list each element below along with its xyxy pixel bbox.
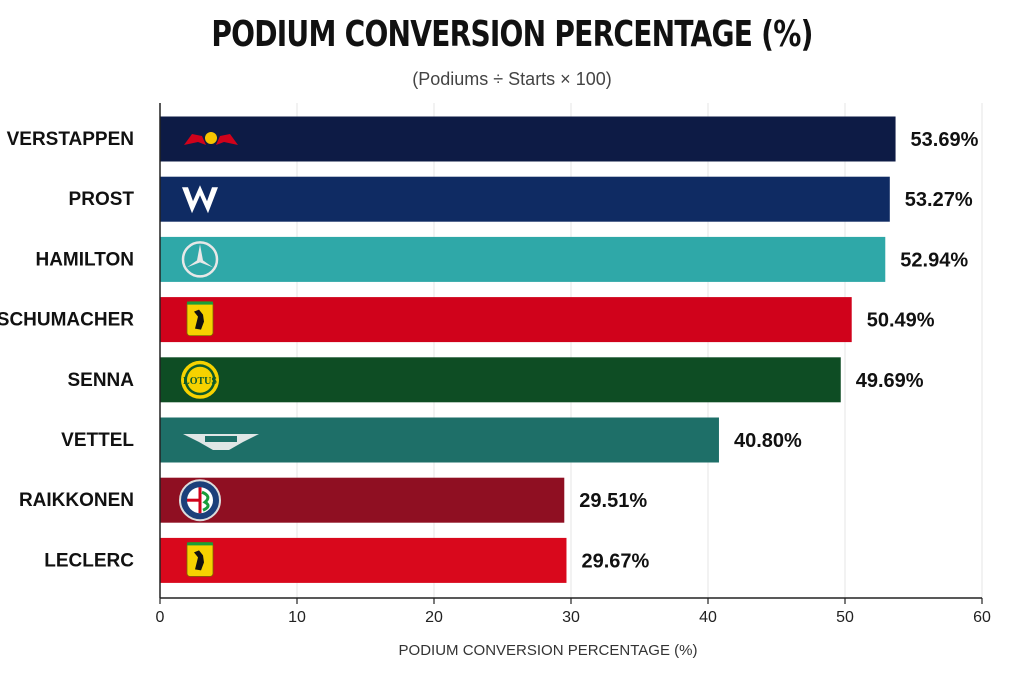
- bars: VERSTAPPEN 53.69% PROST 53.27% HAMILTON 52.94…: [0, 116, 979, 583]
- bar-senna: [160, 357, 841, 403]
- alfa-romeo-logo-icon: [179, 479, 221, 522]
- category-label: VETTEL: [61, 430, 134, 451]
- lotus-logo-icon: LOTUS: [181, 360, 219, 399]
- value-label: 50.49%: [867, 310, 935, 332]
- category-label: LECLERC: [44, 550, 134, 571]
- chart-subtitle: (Podiums ÷ Starts × 100): [412, 69, 612, 89]
- value-label: 40.80%: [734, 430, 802, 452]
- x-tick-label: 40: [699, 609, 717, 626]
- category-label: SCHUMACHER: [0, 310, 134, 331]
- ferrari-logo-icon: [186, 542, 214, 577]
- category-label: HAMILTON: [35, 249, 134, 270]
- value-label: 29.67%: [581, 550, 649, 572]
- x-tick-label: 50: [836, 609, 854, 626]
- value-label: 29.51%: [579, 490, 647, 512]
- x-axis: 0 10 20 30 40 50 60: [156, 103, 991, 626]
- bar-prost: [160, 176, 890, 222]
- value-label: 53.69%: [911, 129, 979, 151]
- bar-verstappen: [160, 116, 896, 162]
- x-tick-label: 60: [973, 609, 991, 626]
- category-label: SENNA: [67, 370, 134, 391]
- bar-raikkonen: [160, 477, 565, 523]
- ferrari-logo-icon: [186, 301, 214, 337]
- aston-martin-logo-icon: [183, 434, 259, 450]
- bar-schumacher: [160, 297, 852, 343]
- bar-hamilton: [160, 236, 886, 282]
- category-label: RAIKKONEN: [19, 490, 134, 511]
- x-tick-label: 0: [156, 609, 165, 626]
- bar-vettel: [160, 417, 719, 463]
- x-tick-label: 20: [425, 609, 443, 626]
- value-label: 52.94%: [900, 249, 968, 271]
- value-label: 49.69%: [856, 370, 924, 392]
- category-label: VERSTAPPEN: [7, 129, 134, 150]
- williams-logo-icon: [182, 185, 218, 214]
- x-axis-title: PODIUM CONVERSION PERCENTAGE (%): [399, 642, 698, 659]
- x-tick-label: 30: [562, 609, 580, 626]
- value-label: 53.27%: [905, 189, 973, 211]
- mercedes-logo-icon: [181, 241, 219, 278]
- category-label: PROST: [69, 189, 135, 210]
- chart-title: PODIUM CONVERSION PERCENTAGE (%): [211, 14, 813, 55]
- red-bull-logo-icon: [184, 132, 238, 145]
- bar-leclerc: [160, 537, 567, 583]
- svg-text:LOTUS: LOTUS: [183, 376, 217, 387]
- x-tick-label: 10: [288, 609, 306, 626]
